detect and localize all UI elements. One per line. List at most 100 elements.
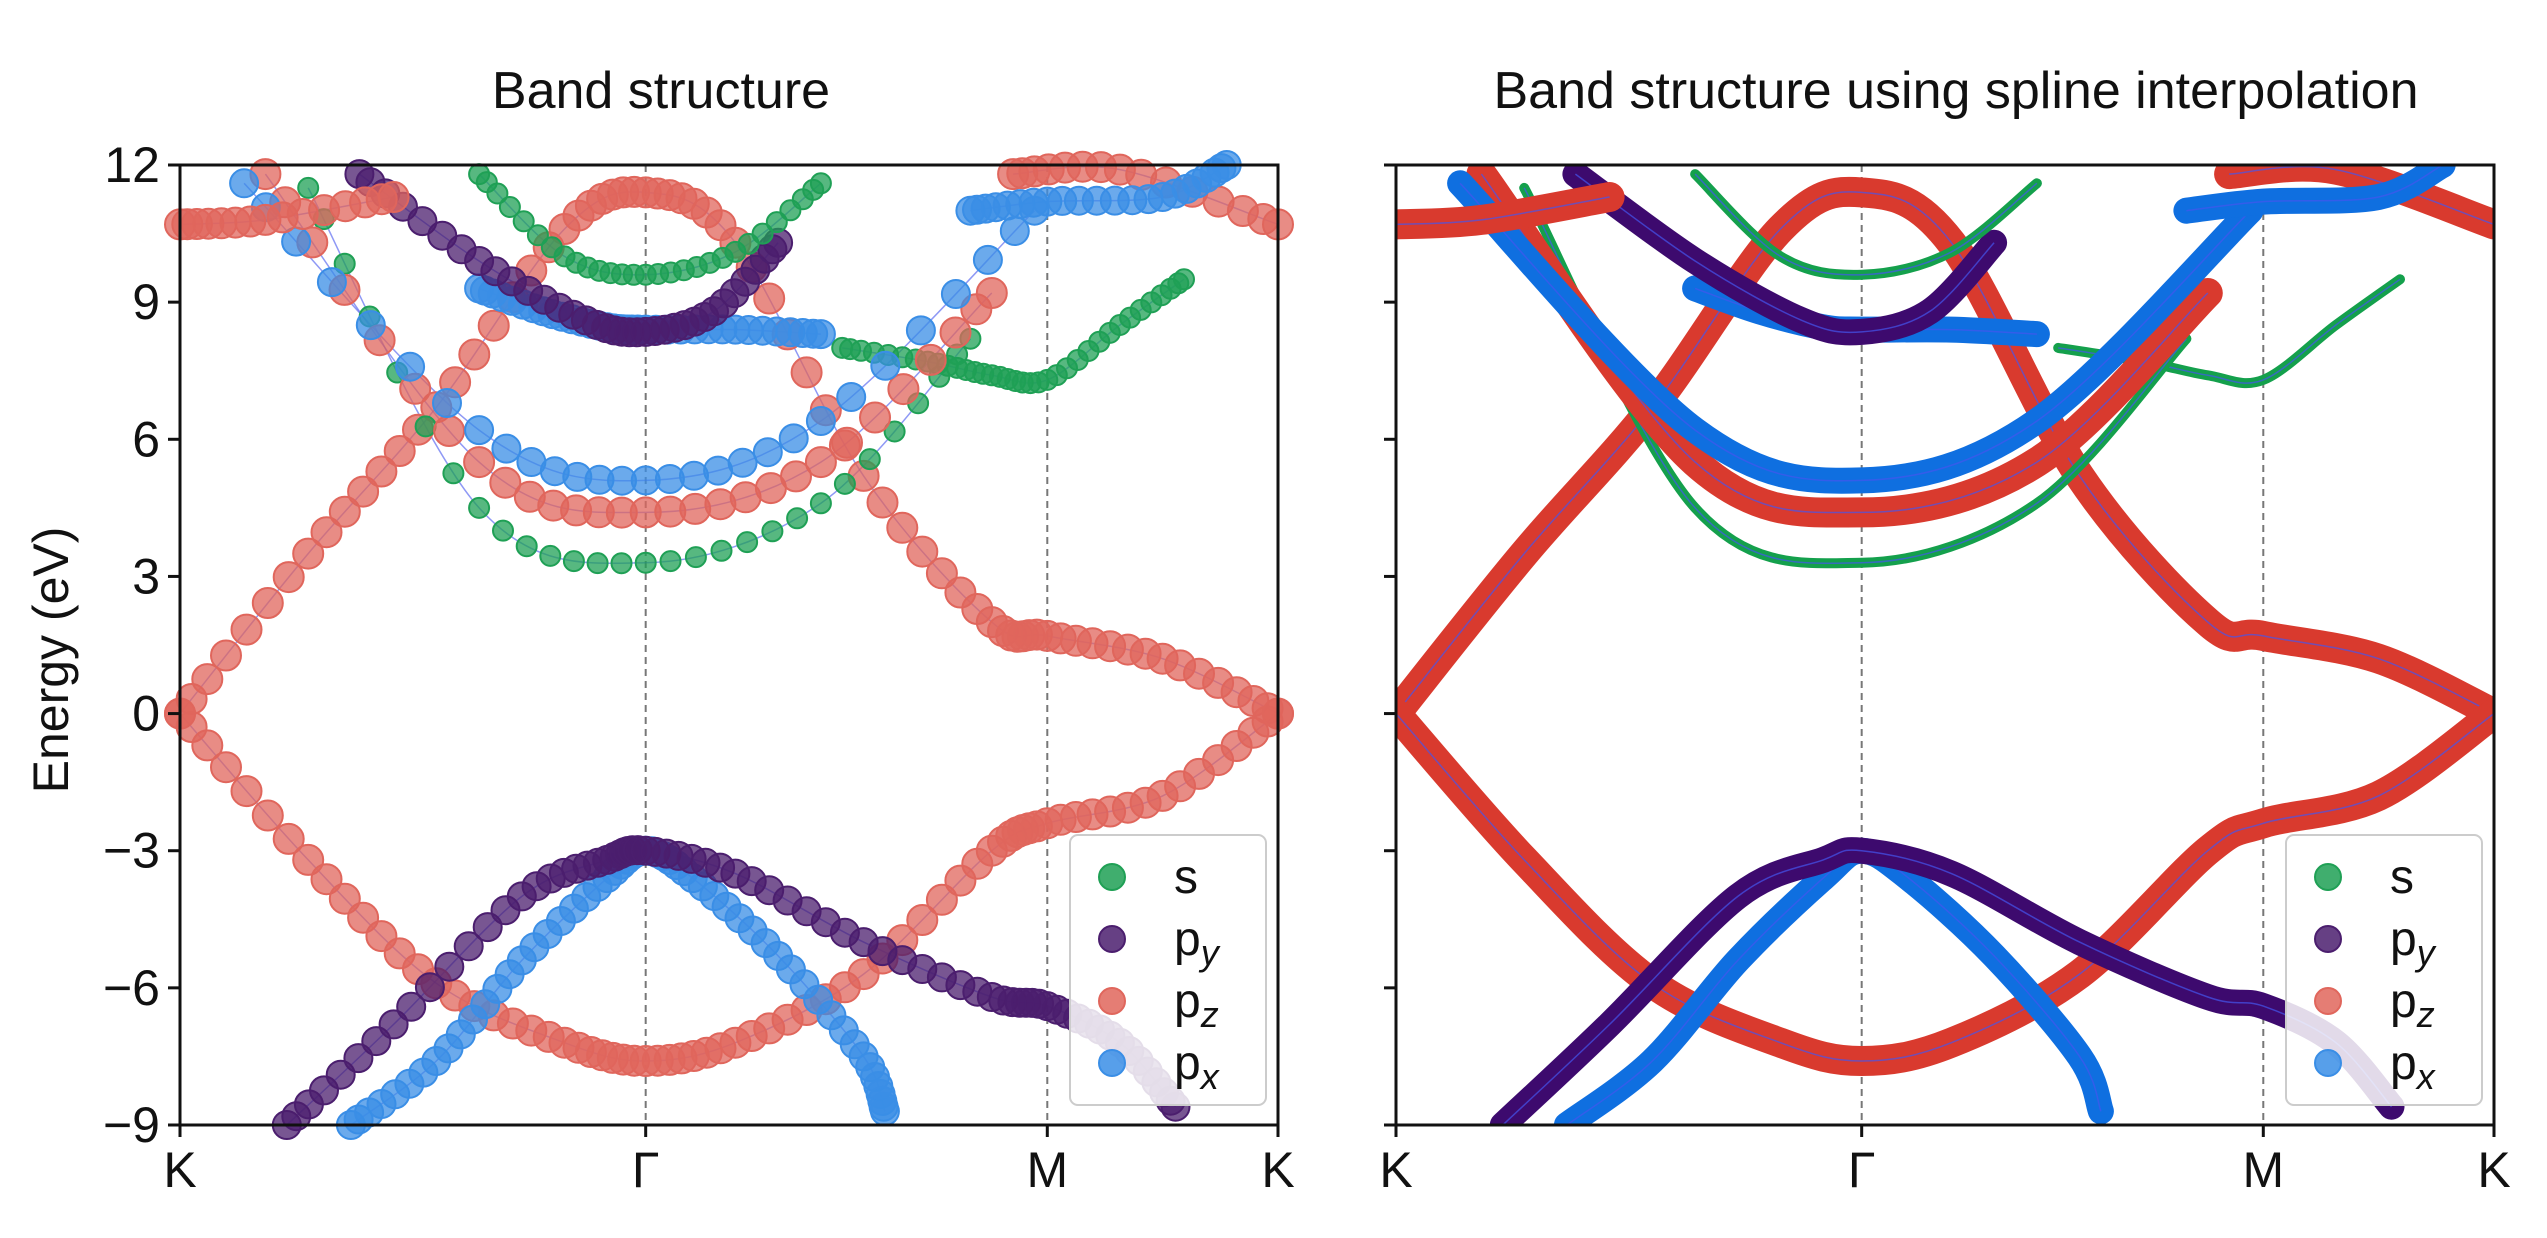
- band-marker-pz: [463, 446, 496, 479]
- band-marker-pz: [831, 426, 863, 459]
- x-tick-label: K: [1261, 1142, 1294, 1198]
- y-tick-label: −9: [103, 1097, 160, 1153]
- x-tick-label: K: [2477, 1142, 2510, 1198]
- y-tick-label: 0: [132, 686, 160, 742]
- spline-band-core-line: [1694, 173, 2038, 276]
- band-marker-pz: [906, 535, 939, 568]
- band-marker-px: [869, 1096, 900, 1127]
- band-marker-pz: [886, 511, 919, 544]
- band-marker-pz: [925, 557, 958, 590]
- legend-marker: [2314, 925, 2342, 953]
- spline-band-core-line: [1502, 849, 2393, 1125]
- y-tick-label: −6: [103, 960, 160, 1016]
- band-marker-s: [562, 550, 585, 573]
- chart-title: Band structure using spline interpolatio…: [1493, 62, 2418, 120]
- band-marker-pz: [191, 729, 224, 762]
- band-marker-s: [586, 552, 609, 575]
- band-marker-pz: [383, 435, 416, 467]
- legend-marker: [1098, 925, 1126, 953]
- band-marker-s: [610, 552, 633, 575]
- band-marker-px: [778, 423, 809, 454]
- band-marker-s: [710, 539, 733, 562]
- band-marker-pz: [804, 446, 837, 479]
- spline-band-core-line: [1574, 173, 1995, 334]
- band-marker-px: [940, 279, 971, 309]
- band-marker-px: [229, 168, 260, 199]
- band-marker-px: [727, 447, 758, 478]
- band-marker-pz: [210, 639, 242, 672]
- band-marker-pz: [790, 356, 823, 389]
- x-tick-label: K: [163, 1142, 196, 1198]
- band-marker-px: [355, 310, 386, 341]
- band-marker-px: [316, 267, 347, 298]
- band-marker-s: [512, 210, 535, 233]
- band-marker-py: [434, 951, 465, 982]
- band-marker-pz: [230, 613, 263, 646]
- band-marker-s: [761, 520, 784, 543]
- band-marker-px: [432, 388, 462, 418]
- legend-marker: [2314, 863, 2342, 891]
- spline-band-core-line: [1396, 196, 1610, 226]
- x-tick-label: Γ: [632, 1142, 660, 1198]
- band-marker-s: [526, 224, 549, 247]
- band-marker-s: [858, 448, 881, 471]
- band-marker-px: [972, 244, 1003, 275]
- band-marker-py: [396, 991, 427, 1022]
- band-marker-pz: [859, 401, 891, 434]
- y-axis-label: Energy (eV): [23, 527, 79, 794]
- legend-box: [2285, 834, 2483, 1106]
- legend-label: s: [2390, 851, 2414, 904]
- band-marker-s: [468, 496, 491, 519]
- band-marker-s: [809, 172, 832, 195]
- band-marker-pz: [433, 415, 466, 447]
- band-marker-s: [634, 551, 657, 574]
- y-tick-label: 9: [132, 274, 160, 330]
- band-marker-py: [414, 972, 445, 1003]
- plot-frame: [1394, 163, 2496, 1127]
- band-marker-s: [786, 507, 809, 530]
- y-tick-label: 6: [132, 411, 160, 467]
- band-marker-pz: [939, 316, 972, 349]
- legend-marker: [1098, 863, 1126, 891]
- y-tick-label: −3: [103, 823, 160, 879]
- y-axis-ticks: −9 −6 −3 0 3 6 9 12: [103, 137, 180, 1153]
- legend-label: s: [1174, 851, 1198, 904]
- band-marker-s: [809, 492, 832, 515]
- legend-marker: [1098, 1049, 1126, 1077]
- band-marker-s: [486, 182, 509, 205]
- legend-box: [1069, 834, 1267, 1106]
- spline-band-core-line: [2229, 165, 2494, 226]
- band-marker-pz: [272, 822, 305, 855]
- band-marker-px: [805, 319, 836, 350]
- band-marker-s: [414, 415, 437, 438]
- band-marker-pz: [251, 587, 284, 619]
- spline-band-core-line: [2186, 165, 2444, 212]
- band-marker-pz: [377, 181, 410, 213]
- band-marker-pz: [753, 282, 786, 315]
- band-marker-pz: [347, 475, 380, 508]
- y-tick-label: 12: [104, 137, 160, 193]
- x-tick-label: K: [1379, 1142, 1412, 1198]
- band-marker-pz: [251, 799, 284, 832]
- band-marker-pz: [780, 460, 812, 493]
- band-marker-s: [883, 420, 906, 443]
- band-marker-pz: [230, 775, 263, 808]
- band-marker-pz: [887, 373, 920, 406]
- band-marker-pz: [914, 343, 947, 376]
- band-marker-s: [333, 252, 356, 275]
- band-marker-pz: [458, 338, 491, 371]
- legend-marker: [1098, 987, 1126, 1015]
- band-marker-px: [805, 406, 836, 436]
- band-marker-pz: [272, 561, 305, 594]
- band-marker-pz: [365, 455, 398, 488]
- band-marker-pz: [292, 537, 325, 570]
- band-marker-s: [498, 196, 521, 218]
- plot-frame: [178, 163, 1280, 1127]
- band-marker-s: [684, 546, 707, 569]
- band-marker-pz: [925, 883, 958, 916]
- band-marker-s: [1173, 268, 1195, 291]
